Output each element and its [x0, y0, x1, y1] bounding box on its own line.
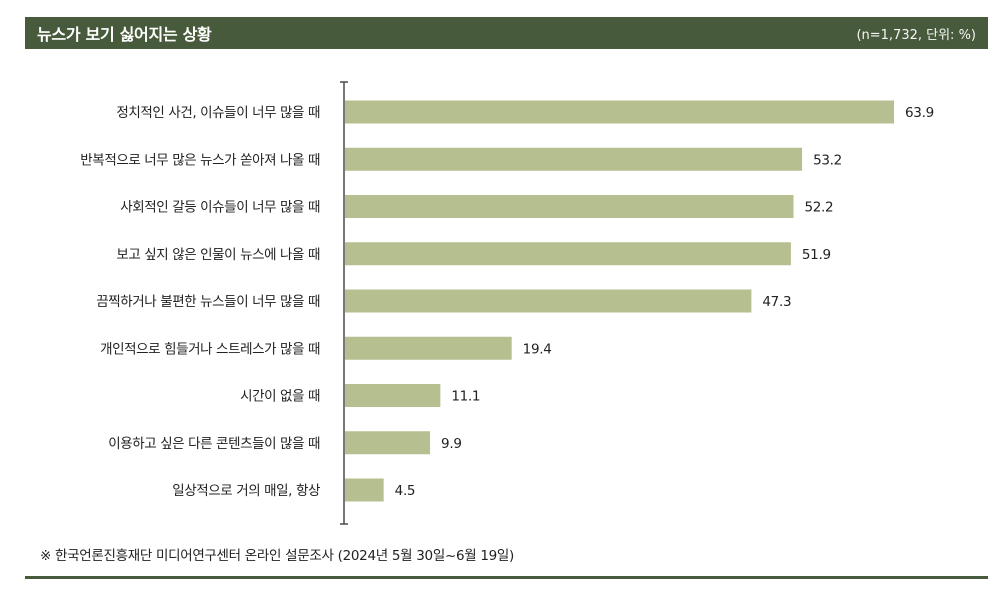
category-label: 반복적으로 너무 많은 뉴스가 쏟아져 나올 때: [80, 152, 320, 168]
category-label: 정치적인 사건, 이슈들이 너무 많을 때: [116, 105, 320, 121]
chart-header: 뉴스가 보기 싫어지는 상황 (n=1,732, 단위: %): [25, 17, 988, 49]
category-label: 일상적으로 거의 매일, 항상: [172, 483, 320, 499]
bar: [345, 100, 894, 124]
bar: [345, 195, 794, 218]
value-label: 51.9: [802, 247, 831, 263]
bar: [345, 242, 791, 266]
sample-note: (n=1,732, 단위: %): [856, 27, 976, 43]
bar: [345, 336, 512, 360]
bottom-rule: [25, 576, 988, 579]
source-footnote: ※ 한국언론진흥재단 미디어연구센터 온라인 설문조사 (2024년 5월 30…: [40, 548, 515, 564]
category-label: 시간이 없을 때: [240, 389, 320, 405]
value-label: 19.4: [523, 341, 552, 357]
bar: [345, 289, 752, 313]
value-label: 4.5: [395, 483, 416, 499]
bar: [345, 431, 431, 455]
bar: [345, 147, 803, 171]
value-label: 52.2: [804, 200, 833, 216]
category-label: 이용하고 싶은 다른 콘텐츠들이 많을 때: [108, 436, 320, 452]
bar: [345, 478, 384, 502]
value-label: 9.9: [441, 436, 462, 452]
bar: [345, 384, 441, 407]
category-label: 개인적으로 힘들거나 스트레스가 많을 때: [100, 341, 320, 357]
value-label: 11.1: [451, 389, 480, 405]
category-label: 끔찍하거나 불편한 뉴스들이 너무 많을 때: [96, 294, 320, 310]
value-label: 47.3: [762, 294, 791, 310]
category-label: 사회적인 갈등 이슈들이 너무 많을 때: [120, 200, 320, 216]
value-label: 63.9: [905, 105, 934, 121]
chart-title: 뉴스가 보기 싫어지는 상황: [37, 25, 212, 44]
category-label: 보고 싶지 않은 인물이 뉴스에 나올 때: [116, 247, 320, 263]
value-label: 53.2: [813, 152, 842, 168]
